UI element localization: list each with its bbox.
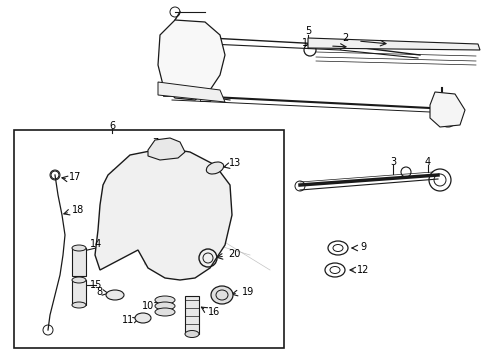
Ellipse shape <box>206 162 223 174</box>
Text: 2: 2 <box>341 33 347 43</box>
Polygon shape <box>158 20 224 100</box>
Ellipse shape <box>72 302 86 308</box>
Text: 13: 13 <box>228 158 241 168</box>
Bar <box>163 88 173 96</box>
Text: 9: 9 <box>359 242 366 252</box>
Ellipse shape <box>210 286 232 304</box>
Text: 3: 3 <box>389 157 395 167</box>
Text: 11: 11 <box>122 315 134 325</box>
Bar <box>72 280 86 305</box>
Polygon shape <box>148 138 184 160</box>
Ellipse shape <box>72 245 86 251</box>
Text: 20: 20 <box>227 249 240 259</box>
Text: 8: 8 <box>96 287 102 297</box>
Text: 5: 5 <box>304 26 310 36</box>
Polygon shape <box>429 92 464 127</box>
Bar <box>183 90 193 98</box>
Polygon shape <box>158 82 224 102</box>
Bar <box>72 248 86 276</box>
Text: 7: 7 <box>152 138 158 148</box>
Ellipse shape <box>135 313 151 323</box>
Text: 16: 16 <box>207 307 220 317</box>
Polygon shape <box>307 38 479 50</box>
Ellipse shape <box>155 308 175 316</box>
Ellipse shape <box>72 277 86 283</box>
Text: 15: 15 <box>90 280 102 290</box>
Text: 12: 12 <box>356 265 368 275</box>
Text: 1: 1 <box>301 38 307 48</box>
Text: 6: 6 <box>109 121 115 131</box>
Ellipse shape <box>155 296 175 304</box>
Text: 14: 14 <box>90 239 102 249</box>
Polygon shape <box>95 148 231 280</box>
Text: 19: 19 <box>242 287 254 297</box>
Bar <box>184 296 199 334</box>
Text: 18: 18 <box>72 205 84 215</box>
Ellipse shape <box>106 290 124 300</box>
Bar <box>200 93 209 101</box>
Text: 17: 17 <box>69 172 81 182</box>
Ellipse shape <box>184 330 199 338</box>
Ellipse shape <box>155 302 175 310</box>
Text: 4: 4 <box>424 157 430 167</box>
Bar <box>14 130 284 348</box>
Text: 10: 10 <box>142 301 154 311</box>
